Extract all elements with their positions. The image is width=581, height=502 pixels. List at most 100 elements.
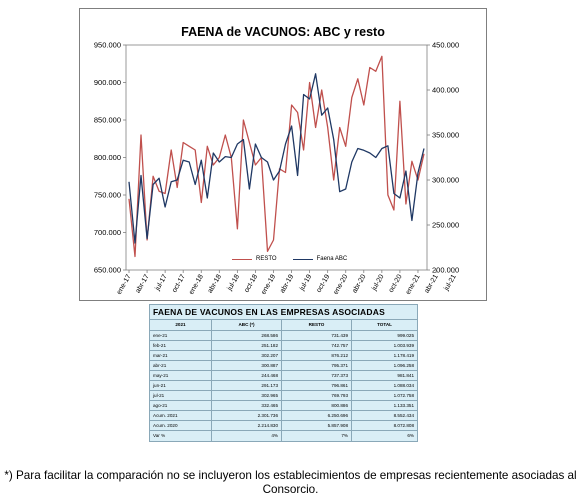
line-chart: 650.000 700.000 750.000 800.000 850.000 900.0… [94, 41, 459, 296]
x-tick-label: oct-17 [171, 273, 187, 293]
footnote: *) Para facilitar la comparación no se i… [4, 469, 577, 496]
table-cell: 302.965 [211, 390, 282, 402]
x-tick-label: jul-21 [443, 273, 458, 292]
table-cell: Acum. 2021 [149, 410, 212, 422]
y-right-tick-label: 300.000 [432, 176, 459, 185]
legend-label-resto: RESTO [256, 256, 277, 262]
table-row: feb-21 251.182 742.757 1.003.939 [149, 339, 419, 351]
table-cell: jun-21 [149, 379, 212, 392]
x-tick-label: jul-17 [154, 273, 169, 292]
table-cell: 769.793 [281, 390, 352, 402]
table-cell: 1.003.939 [350, 339, 419, 351]
table-cell: 876.212 [281, 349, 352, 361]
table-cell: 2.301.736 [211, 410, 282, 422]
series-line-faena-abc [128, 73, 425, 244]
y-right-tick-label: 350.000 [432, 131, 459, 140]
table-cell: 5.857.908 [281, 420, 352, 432]
table-cell: 737.373 [281, 369, 352, 381]
y-left-tick-label: 750.000 [94, 191, 121, 200]
table-cell: 251.182 [211, 339, 282, 351]
table-cell: feb-21 [149, 339, 212, 351]
table-row: abr-21 300.887 795.371 1.096.258 [149, 359, 419, 371]
table-cell: 800.886 [281, 400, 352, 412]
table-cell: 981.841 [350, 369, 419, 381]
series-line-resto [128, 55, 425, 258]
x-tick-label: abr-17 [135, 273, 151, 294]
chart-legend: RESTO Faena ABC [232, 256, 347, 262]
table-cell: 742.757 [281, 339, 352, 351]
y-right-tick-label: 200.000 [432, 266, 459, 275]
table-cell: 332.465 [211, 400, 282, 412]
legend-item-resto: RESTO [232, 256, 277, 262]
table-cell: Acum. 2020 [149, 420, 212, 432]
chart-panel: FAENA de VACUNOS: ABC y resto 650.000 700… [79, 8, 487, 301]
table-body: ene-21 268.586 731.439 999.025 feb-21 251.182… [149, 329, 419, 442]
table-header-cell: ABC (*) [211, 319, 282, 331]
table-header-cell: 2021 [149, 319, 212, 331]
table-header-row: 2021 ABC (*) RESTO TOTAL [149, 319, 419, 331]
plot-area [125, 44, 428, 271]
x-tick-label: ene-19 [260, 273, 277, 295]
data-table: FAENA DE VACUNOS EN LAS EMPRESAS ASOCIAD… [148, 304, 419, 442]
table-cell: 795.371 [281, 359, 352, 371]
table-title: FAENA DE VACUNOS EN LAS EMPRESAS ASOCIAD… [148, 304, 419, 320]
table-cell: 1.096.258 [350, 359, 419, 371]
y-left-tick-label: 900.000 [94, 78, 121, 87]
x-tick-label: abr-20 [351, 273, 367, 294]
x-tick-label: jul-19 [298, 273, 313, 292]
table-cell: 6.250.696 [281, 410, 352, 422]
table-cell: Var % [149, 430, 212, 442]
legend-swatch-resto [232, 258, 252, 260]
table-cell: 4% [211, 430, 282, 442]
table-cell: 302.207 [211, 349, 282, 361]
table-cell: 291.173 [211, 379, 282, 392]
x-tick-label: jul-18 [226, 273, 241, 292]
legend-swatch-abc [292, 258, 313, 260]
table-cell: 1.133.351 [350, 400, 419, 412]
y-right-tick-label: 450.000 [432, 41, 459, 50]
table-cell: 2.214.830 [211, 420, 282, 432]
table-row: Acum. 2020 2.214.830 5.857.908 8.072.808 [149, 420, 419, 432]
y-right-tick-label: 250.000 [432, 221, 459, 230]
table-header-cell: TOTAL [350, 319, 419, 331]
x-tick-label: ene-17 [116, 273, 133, 295]
table-cell: 244.468 [211, 369, 282, 381]
table-row: ago-21 332.465 800.886 1.133.351 [149, 400, 419, 412]
table-cell: may-21 [149, 369, 212, 381]
x-tick-label: ene-18 [188, 273, 205, 295]
table-cell: ago-21 [149, 400, 212, 412]
table-cell: mar-21 [149, 349, 212, 361]
x-tick-label: abr-19 [279, 273, 295, 294]
table-row: may-21 244.468 737.373 981.841 [149, 369, 419, 381]
table-cell: 1.072.758 [350, 390, 419, 402]
table-row: ene-21 268.586 731.439 999.025 [149, 329, 419, 341]
table-cell: 999.025 [350, 329, 419, 341]
x-tick-label: oct-18 [243, 273, 259, 293]
table-cell: 300.887 [211, 359, 282, 371]
table-cell: abr-21 [149, 359, 212, 371]
y-left-tick-label: 800.000 [94, 153, 121, 162]
table-cell: 1.088.034 [350, 379, 419, 392]
x-tick-label: abr-18 [207, 273, 223, 294]
table-cell: jul-21 [149, 390, 212, 402]
table-row: Acum. 2021 2.301.736 6.250.696 8.552.434 [149, 410, 419, 422]
y-left-tick-label: 650.000 [94, 266, 121, 275]
table-cell: 731.439 [281, 329, 352, 341]
table-cell: ene-21 [149, 329, 212, 341]
table-row: jun-21 291.173 796.861 1.088.034 [149, 379, 419, 392]
x-tick-label: ene-20 [333, 273, 350, 295]
table-cell: 268.586 [211, 329, 282, 341]
table-cell: 796.861 [281, 379, 352, 392]
table-cell: 8.072.808 [350, 420, 419, 432]
table-cell: 1.178.419 [350, 349, 419, 361]
x-tick-label: ene-21 [405, 273, 422, 295]
table-row: jul-21 302.965 769.793 1.072.758 [149, 390, 419, 402]
legend-label-abc: Faena ABC [316, 256, 348, 262]
legend-item-abc: Faena ABC [292, 256, 348, 262]
table-row: mar-21 302.207 876.212 1.178.419 [149, 349, 419, 361]
y-left-tick-label: 950.000 [94, 41, 121, 50]
table-header-cell: RESTO [281, 319, 352, 331]
table-row: Var % 4% 7% 6% [149, 430, 419, 442]
table-cell: 7% [281, 430, 352, 442]
y-left-tick-label: 700.000 [94, 228, 121, 237]
